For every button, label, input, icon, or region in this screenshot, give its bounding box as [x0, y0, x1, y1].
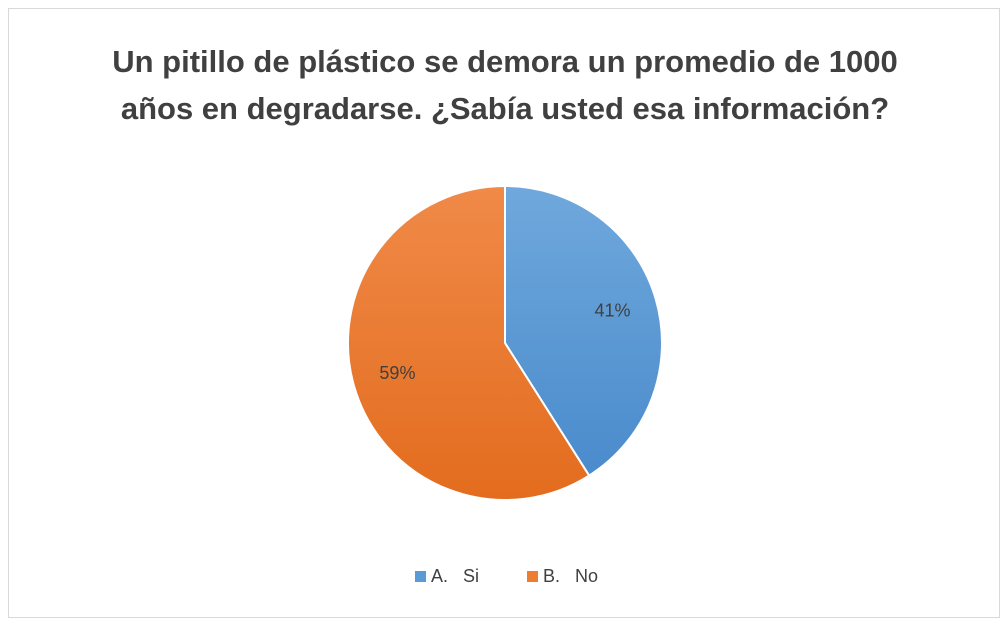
legend-swatch: [527, 571, 538, 582]
chart-title: Un pitillo de plástico se demora un prom…: [112, 44, 898, 126]
data-label: 59%: [379, 363, 415, 383]
legend-swatch: [415, 571, 426, 582]
pie-slice: [347, 184, 591, 501]
legend-label: B. No: [543, 566, 598, 586]
data-label: 41%: [595, 301, 631, 321]
legend-label: A. Si: [431, 566, 479, 586]
